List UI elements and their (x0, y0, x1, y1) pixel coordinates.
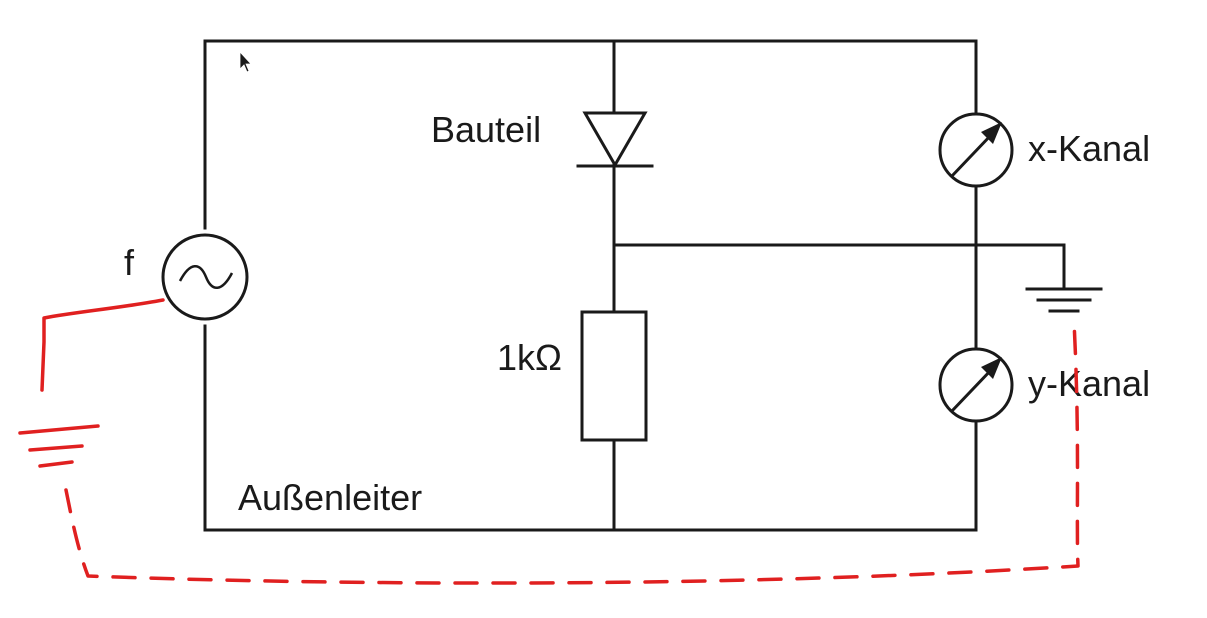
x-channel-meter-icon (938, 112, 1014, 188)
diode-icon (576, 111, 654, 169)
y-channel-label: y-Kanal (1028, 363, 1150, 404)
y-channel-meter-icon (938, 347, 1014, 423)
ground-icon (1025, 287, 1103, 313)
source-label: f (124, 242, 135, 283)
x-channel-label: x-Kanal (1028, 128, 1150, 169)
outer-conductor-label: Außenleiter (238, 477, 422, 518)
component-label: Bauteil (431, 109, 541, 150)
red-annotation (18, 298, 1080, 585)
resistor-label: 1kΩ (497, 337, 562, 378)
ac-source-icon (161, 233, 249, 321)
resistor-icon (580, 310, 648, 442)
mouse-cursor-icon (239, 50, 252, 73)
